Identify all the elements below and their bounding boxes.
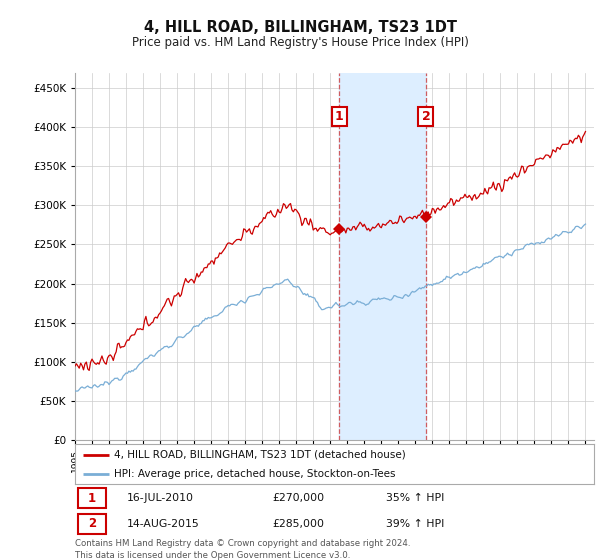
- Text: HPI: Average price, detached house, Stockton-on-Tees: HPI: Average price, detached house, Stoc…: [114, 469, 395, 478]
- Text: 1: 1: [335, 110, 344, 123]
- Text: 14-AUG-2015: 14-AUG-2015: [127, 519, 200, 529]
- Bar: [340, 73, 426, 440]
- Text: Price paid vs. HM Land Registry's House Price Index (HPI): Price paid vs. HM Land Registry's House …: [131, 36, 469, 49]
- Text: Contains HM Land Registry data © Crown copyright and database right 2024.
This d: Contains HM Land Registry data © Crown c…: [75, 539, 410, 560]
- Text: 1: 1: [88, 492, 96, 505]
- Text: £285,000: £285,000: [272, 519, 324, 529]
- Text: £270,000: £270,000: [272, 493, 325, 503]
- Text: 4, HILL ROAD, BILLINGHAM, TS23 1DT (detached house): 4, HILL ROAD, BILLINGHAM, TS23 1DT (deta…: [114, 450, 406, 460]
- Text: 4, HILL ROAD, BILLINGHAM, TS23 1DT: 4, HILL ROAD, BILLINGHAM, TS23 1DT: [143, 20, 457, 35]
- Text: 39% ↑ HPI: 39% ↑ HPI: [386, 519, 445, 529]
- Text: 2: 2: [422, 110, 430, 123]
- Text: 16-JUL-2010: 16-JUL-2010: [127, 493, 194, 503]
- Text: 35% ↑ HPI: 35% ↑ HPI: [386, 493, 445, 503]
- Text: 2: 2: [88, 517, 96, 530]
- FancyBboxPatch shape: [77, 514, 106, 534]
- FancyBboxPatch shape: [77, 488, 106, 508]
